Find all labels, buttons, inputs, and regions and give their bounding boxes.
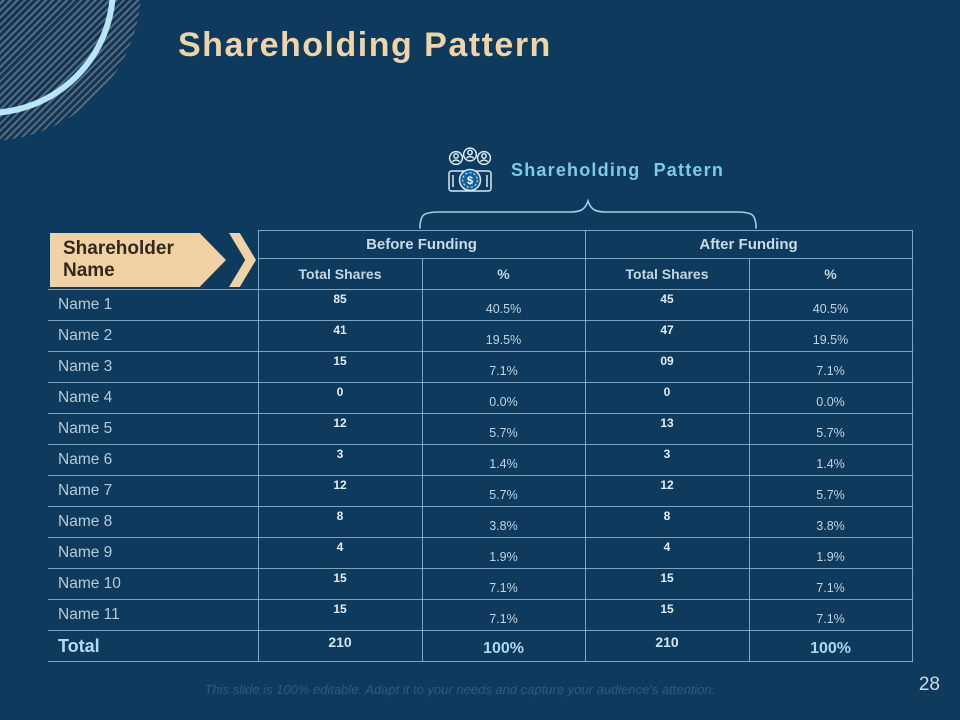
total-label: Total [48, 630, 259, 662]
after-percent-header: % [748, 258, 913, 290]
after-total-shares-value: 0 [584, 382, 750, 414]
before-percent-value: 19.5% [421, 320, 586, 352]
before-total-shares-value: 0 [257, 382, 423, 414]
after-total-shares-header: Total Shares [584, 258, 750, 290]
before-percent-value: 40.5% [421, 289, 586, 321]
corner-cell [48, 230, 258, 290]
shareholder-name-cell: Name 11 [48, 599, 259, 631]
after-percent-value: 5.7% [748, 475, 913, 507]
after-funding-header: After Funding [584, 230, 913, 259]
shareholder-name-cell: Name 1 [48, 289, 259, 321]
shareholder-name-cell: Name 9 [48, 537, 259, 569]
shareholding-table: Before Funding After Funding Total Share… [48, 230, 913, 662]
before-total-shares-value: 8 [257, 506, 423, 538]
diagram-label: Shareholding Pattern [511, 160, 725, 180]
before-total-shares-value: 12 [257, 475, 423, 507]
after-percent-value: 19.5% [748, 320, 913, 352]
after-percent-value: 7.1% [748, 351, 913, 383]
table-row: Name 1 85 40.5% 45 40.5% [48, 289, 913, 321]
total-before-shares: 210 [257, 630, 423, 662]
after-total-shares-value: 8 [584, 506, 750, 538]
table-row: Name 10 15 7.1% 15 7.1% [48, 568, 913, 600]
after-total-shares-value: 45 [584, 289, 750, 321]
before-percent-value: 1.4% [421, 444, 586, 476]
table-row: Name 8 8 3.8% 8 3.8% [48, 506, 913, 538]
table-row: Name 6 3 1.4% 3 1.4% [48, 444, 913, 476]
before-percent-value: 5.7% [421, 475, 586, 507]
before-total-shares-value: 12 [257, 413, 423, 445]
table-row: Name 2 41 19.5% 47 19.5% [48, 320, 913, 352]
page-number: 28 [918, 674, 940, 695]
before-percent-value: 3.8% [421, 506, 586, 538]
before-total-shares-value: 41 [257, 320, 423, 352]
after-percent-value: 3.8% [748, 506, 913, 538]
before-total-shares-value: 15 [257, 351, 423, 383]
after-percent-value: 7.1% [748, 599, 913, 631]
after-total-shares-value: 4 [584, 537, 750, 569]
after-total-shares-value: 47 [584, 320, 750, 352]
shareholder-name-cell: Name 4 [48, 382, 259, 414]
total-after-percent: 100% [748, 630, 913, 662]
shareholder-name-cell: Name 2 [48, 320, 259, 352]
after-total-shares-value: 3 [584, 444, 750, 476]
table-row: Name 7 12 5.7% 12 5.7% [48, 475, 913, 507]
before-percent-value: 0.0% [421, 382, 586, 414]
shareholder-name-cell: Name 7 [48, 475, 259, 507]
total-row: Total 210 100% 210 100% [48, 630, 913, 662]
before-total-shares-value: 3 [257, 444, 423, 476]
shareholder-name-cell: Name 3 [48, 351, 259, 383]
after-percent-value: 1.4% [748, 444, 913, 476]
footer-note: This slide is 100% editable. Adapt it to… [204, 682, 716, 697]
before-percent-value: 7.1% [421, 599, 586, 631]
before-percent-header: % [421, 258, 586, 290]
table-row: Name 3 15 7.1% 09 7.1% [48, 351, 913, 383]
table-row: Name 9 4 1.9% 4 1.9% [48, 537, 913, 569]
before-funding-header: Before Funding [257, 230, 586, 259]
sub-header-row: Total Shares % Total Shares % [48, 258, 913, 290]
after-total-shares-value: 13 [584, 413, 750, 445]
total-before-percent: 100% [421, 630, 586, 662]
after-total-shares-value: 15 [584, 599, 750, 631]
brace-decoration [418, 197, 758, 236]
after-percent-value: 1.9% [748, 537, 913, 569]
before-total-shares-header: Total Shares [257, 258, 423, 290]
before-percent-value: 5.7% [421, 413, 586, 445]
before-percent-value: 1.9% [421, 537, 586, 569]
total-after-shares: 210 [584, 630, 750, 662]
before-total-shares-value: 15 [257, 568, 423, 600]
before-percent-value: 7.1% [421, 351, 586, 383]
shareholders-group-money-icon: $ [443, 146, 497, 203]
after-total-shares-value: 09 [584, 351, 750, 383]
shareholder-name-cell: Name 6 [48, 444, 259, 476]
after-percent-value: 5.7% [748, 413, 913, 445]
before-percent-value: 7.1% [421, 568, 586, 600]
shareholder-name-cell: Name 5 [48, 413, 259, 445]
after-percent-value: 7.1% [748, 568, 913, 600]
after-total-shares-value: 12 [584, 475, 750, 507]
table-row: Name 11 15 7.1% 15 7.1% [48, 599, 913, 631]
group-header-row: Before Funding After Funding [48, 230, 913, 290]
before-total-shares-value: 85 [257, 289, 423, 321]
page-title: Shareholding Pattern [178, 26, 552, 64]
table-row: Name 5 12 5.7% 13 5.7% [48, 413, 913, 445]
table-body: Name 1 85 40.5% 45 40.5% Name 2 41 19.5% 47 19.5%… [48, 289, 913, 631]
after-total-shares-value: 15 [584, 568, 750, 600]
shareholder-name-cell: Name 8 [48, 506, 259, 538]
before-total-shares-value: 4 [257, 537, 423, 569]
after-percent-value: 40.5% [748, 289, 913, 321]
before-total-shares-value: 15 [257, 599, 423, 631]
after-percent-value: 0.0% [748, 382, 913, 414]
table-row: Name 4 0 0.0% 0 0.0% [48, 382, 913, 414]
dollar-glyph: $ [467, 175, 473, 187]
shareholder-name-cell: Name 10 [48, 568, 259, 600]
